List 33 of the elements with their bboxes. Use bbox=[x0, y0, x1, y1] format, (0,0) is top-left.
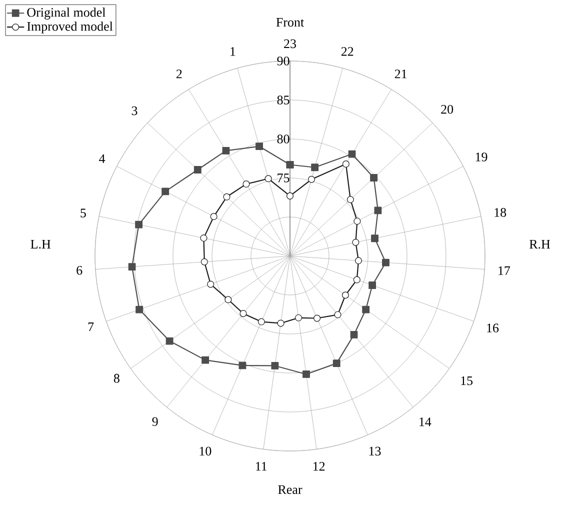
spoke-label: 15 bbox=[461, 376, 473, 386]
spoke-label: 4 bbox=[99, 154, 106, 163]
text: Front bbox=[276, 18, 304, 27]
legend-label: Original model bbox=[27, 8, 106, 20]
spoke-label: 5 bbox=[80, 208, 86, 218]
spoke-label: 22 bbox=[341, 47, 354, 56]
spoke-label: 11 bbox=[256, 462, 267, 471]
text: L.H bbox=[30, 240, 51, 249]
spoke-label: 14 bbox=[420, 418, 432, 426]
text: R.H bbox=[529, 240, 550, 249]
text: Rear bbox=[278, 485, 302, 494]
y-tick-label: 85 bbox=[277, 96, 290, 104]
spoke-label: 18 bbox=[494, 208, 506, 217]
spoke-label: 13 bbox=[369, 446, 381, 456]
y-tick-label: 75 bbox=[278, 174, 290, 182]
spoke-label: 12 bbox=[313, 462, 325, 471]
spoke-label: 8 bbox=[114, 374, 120, 383]
spoke-label: 2 bbox=[176, 70, 182, 78]
spoke-label: 20 bbox=[441, 104, 454, 114]
spoke-label: 9 bbox=[152, 417, 158, 426]
spoke-label: 23 bbox=[284, 39, 296, 48]
spoke-label: 3 bbox=[132, 106, 138, 116]
spoke-label: 17 bbox=[498, 266, 510, 275]
y-tick-label: 80 bbox=[277, 134, 290, 144]
spoke-label: 7 bbox=[88, 322, 94, 332]
spoke-label: 1 bbox=[230, 47, 236, 56]
spoke-label: 19 bbox=[476, 152, 488, 162]
y-tick-label: 90 bbox=[277, 56, 290, 66]
legend-label: Improved model bbox=[27, 22, 113, 34]
spoke-label: 16 bbox=[487, 324, 499, 332]
spoke-label: 10 bbox=[200, 446, 212, 456]
spoke-label: 6 bbox=[76, 266, 82, 275]
spoke-label: 21 bbox=[394, 70, 407, 78]
